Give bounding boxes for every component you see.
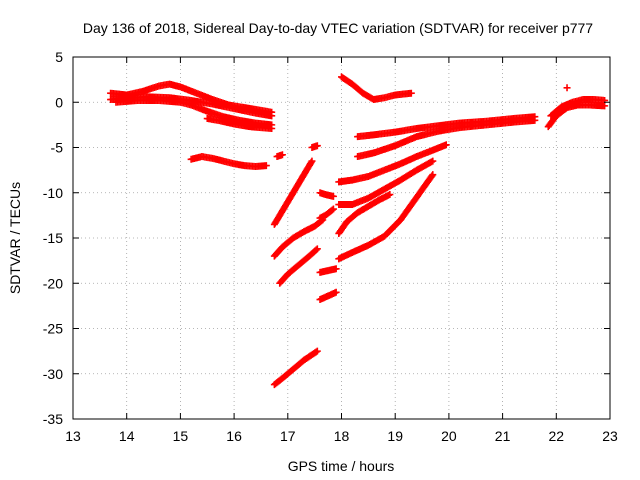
chart-title: Day 136 of 2018, Sidereal Day-to-day VTE… (83, 20, 593, 36)
data-point (262, 162, 270, 170)
series-arc23 (547, 96, 609, 120)
x-tick-label: 17 (280, 428, 296, 444)
y-axis-label: SDTVAR / TECUs (7, 182, 23, 294)
data-point (329, 192, 337, 200)
y-tick-label: -25 (43, 321, 63, 337)
series-arc19 (335, 141, 450, 186)
x-tick-label: 19 (387, 428, 403, 444)
y-tick-label: -15 (43, 230, 63, 246)
data-point (428, 172, 436, 180)
series-arc21 (335, 191, 394, 237)
series-arc13 (316, 265, 340, 276)
x-tick-label: 14 (119, 428, 135, 444)
series-arc20 (335, 157, 437, 209)
data-point (278, 151, 286, 159)
series-arc24 (544, 101, 609, 131)
series-arc6 (273, 151, 286, 161)
series-arc16 (338, 73, 415, 104)
x-tick-label: 22 (549, 428, 565, 444)
y-tick-label: -35 (43, 411, 63, 427)
data-point (268, 112, 276, 120)
axis-ticks: 13 14 15 16 17 18 19 20 21 22 23 -35 -30 -25 -20 -15 -10… (43, 49, 618, 444)
data-point (329, 205, 337, 213)
series-arc8 (308, 142, 321, 151)
series-arc5 (187, 153, 270, 171)
data-point (313, 347, 321, 355)
y-tick-label: -20 (43, 275, 63, 291)
data-series (107, 73, 609, 389)
data-point (429, 157, 437, 165)
x-tick-label: 23 (602, 428, 618, 444)
x-tick-label: 13 (65, 428, 81, 444)
data-point (313, 245, 321, 253)
data-point (312, 348, 320, 356)
x-tick-label: 16 (226, 428, 242, 444)
series-arc12 (276, 245, 321, 287)
y-tick-label: 0 (55, 94, 63, 110)
x-tick-label: 20 (441, 428, 457, 444)
series-arc14 (316, 288, 340, 304)
y-tick-label: -30 (43, 366, 63, 382)
data-point (442, 141, 450, 149)
data-point (429, 171, 437, 179)
data-point (563, 84, 571, 92)
data-point (531, 116, 539, 124)
data-point (328, 206, 336, 214)
series-arc15 (270, 347, 321, 389)
x-tick-label: 15 (173, 428, 189, 444)
series-arc7 (270, 157, 316, 228)
x-tick-label: 21 (495, 428, 511, 444)
y-tick-label: -5 (51, 140, 64, 156)
y-tick-label: -10 (43, 185, 63, 201)
series-arc4 (203, 115, 276, 132)
data-point (407, 89, 415, 97)
data-point (312, 246, 320, 254)
series-arc22 (335, 171, 437, 263)
series-arc11 (316, 189, 337, 200)
series-arc10 (316, 205, 337, 222)
data-point (313, 142, 321, 150)
data-point (601, 102, 609, 110)
series-arc9 (270, 216, 327, 260)
data-point (307, 158, 315, 166)
y-tick-label: 5 (55, 49, 63, 65)
series-arc18 (354, 116, 539, 161)
series-arc25 (563, 84, 571, 92)
data-point (308, 157, 316, 165)
x-tick-label: 18 (334, 428, 350, 444)
data-point (386, 191, 394, 199)
x-axis-label: GPS time / hours (288, 458, 395, 474)
data-point (332, 288, 340, 296)
data-point (268, 124, 276, 132)
data-point (332, 265, 340, 273)
